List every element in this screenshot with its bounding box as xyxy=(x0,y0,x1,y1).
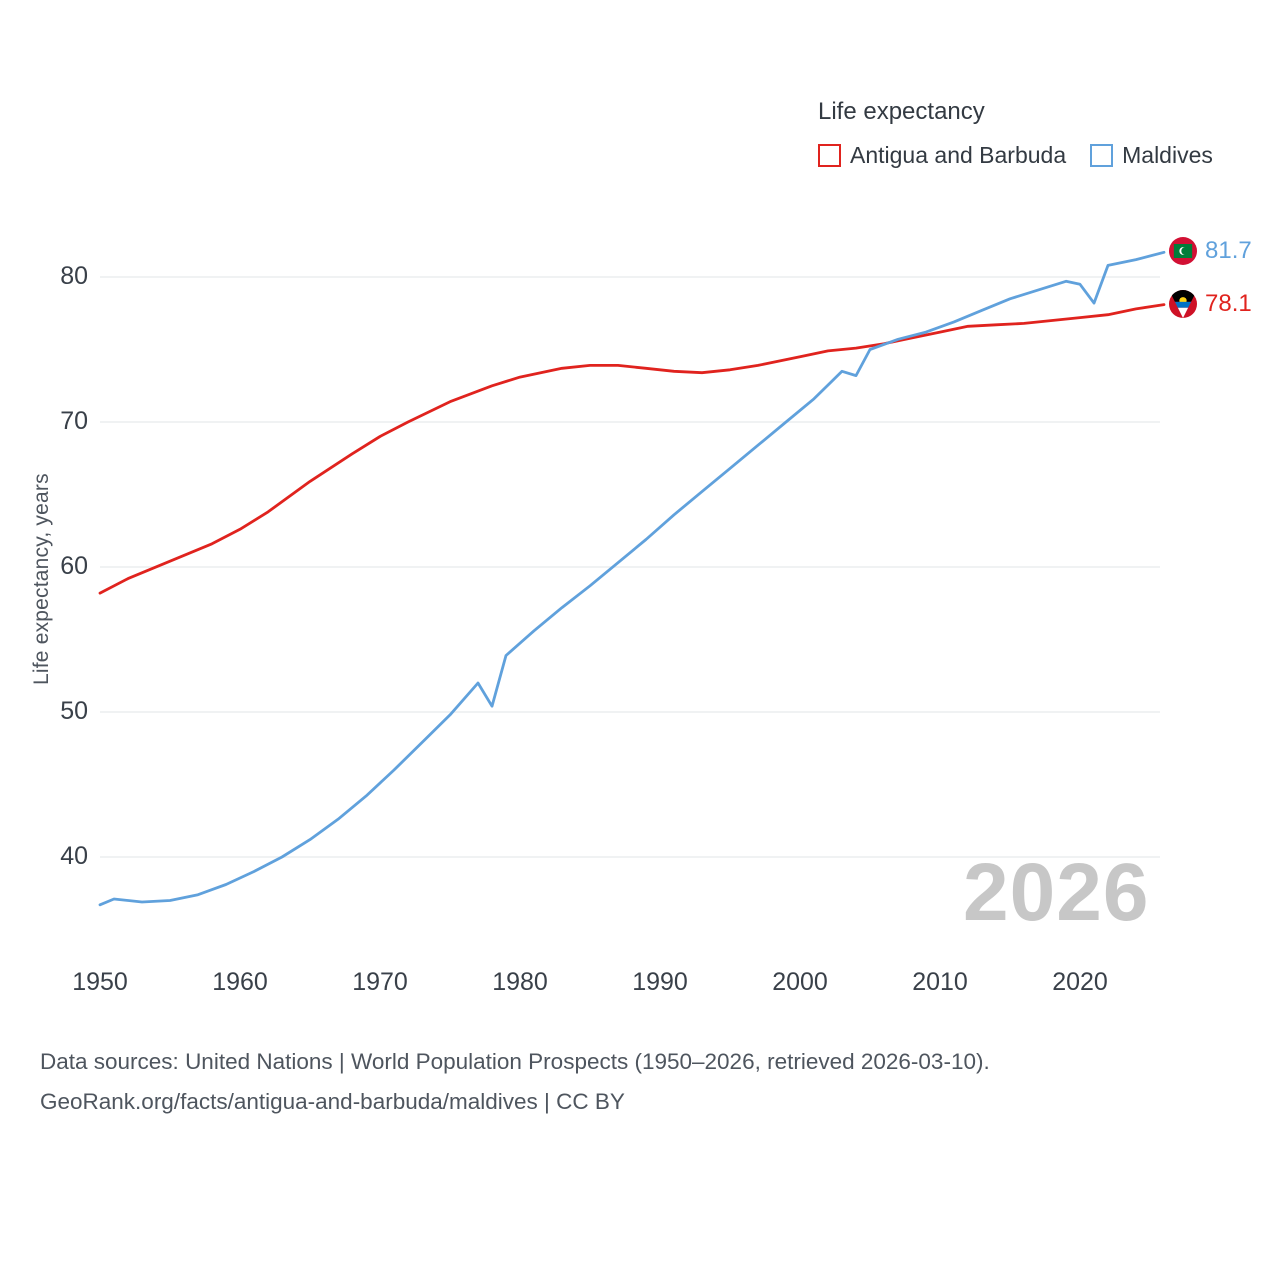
maldives-end-label: 81.7 xyxy=(1169,237,1252,266)
y-tick-label: 80 xyxy=(60,262,88,290)
year-watermark: 2026 xyxy=(963,847,1150,938)
x-tick-label: 1990 xyxy=(632,968,688,996)
data-sources-line: Data sources: United Nations | World Pop… xyxy=(40,1049,990,1074)
legend-title: Life expectancy xyxy=(818,98,985,125)
legend-item-antigua-and-barbuda[interactable]: Antigua and Barbuda xyxy=(818,142,1066,169)
x-tick-label: 2020 xyxy=(1052,968,1108,996)
y-tick-label: 70 xyxy=(60,407,88,435)
legend-label-antigua: Antigua and Barbuda xyxy=(850,142,1067,168)
x-tick-label: 1950 xyxy=(72,968,128,996)
x-tick-label: 1970 xyxy=(352,968,408,996)
legend-items: Antigua and Barbuda Maldives xyxy=(818,142,1213,169)
x-tick-label: 1980 xyxy=(492,968,548,996)
antigua-end-value: 78.1 xyxy=(1205,289,1252,317)
legend: Life expectancy Antigua and Barbuda Mald… xyxy=(818,98,1213,169)
antigua-end-label: 78.1 xyxy=(1169,289,1252,318)
y-tick-label: 60 xyxy=(60,552,88,580)
x-tick-label: 1960 xyxy=(212,968,268,996)
y-tick-label: 40 xyxy=(60,842,88,870)
maldives-series-swatch xyxy=(1090,144,1114,167)
x-tick-label: 2000 xyxy=(772,968,828,996)
antigua-series-swatch xyxy=(818,144,841,167)
x-tick-label: 2010 xyxy=(912,968,968,996)
maldives-end-value: 81.7 xyxy=(1205,237,1252,265)
y-tick-label: 50 xyxy=(60,697,88,725)
antigua-and-barbuda-flag-icon xyxy=(1169,289,1197,318)
maldives-flag-icon xyxy=(1169,237,1197,266)
legend-label-maldives: Maldives xyxy=(1122,142,1213,168)
legend-item-maldives[interactable]: Maldives xyxy=(1090,142,1213,169)
attribution-line: GeoRank.org/facts/antigua-and-barbuda/ma… xyxy=(40,1089,625,1114)
footer: Data sources: United Nations | World Pop… xyxy=(40,1042,990,1122)
